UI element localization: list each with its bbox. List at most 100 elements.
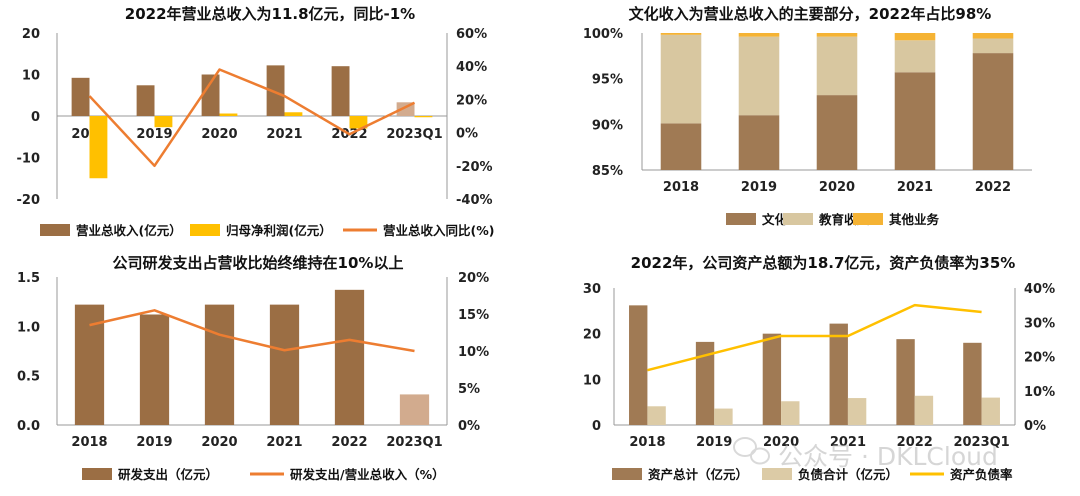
- y-tick-left: 0: [592, 419, 601, 434]
- x-tick-label: 2018: [71, 435, 107, 450]
- y-tick-left: 0.0: [17, 419, 40, 434]
- bar: [269, 304, 300, 425]
- bar-segment: [972, 33, 1014, 39]
- y-tick-left: 10: [583, 373, 601, 388]
- bar-segment: [972, 38, 1014, 54]
- bar: [284, 112, 303, 116]
- legend-label: 其他业务: [889, 212, 940, 227]
- bar: [139, 314, 170, 425]
- bar: [154, 116, 173, 128]
- y-tick-left: 0: [31, 110, 40, 125]
- x-tick-label: 2018: [629, 435, 665, 450]
- x-tick-label: 2019: [696, 435, 732, 450]
- legend-label: 文化: [762, 212, 788, 227]
- y-tick-left: 0.5: [17, 370, 40, 385]
- bar-segment: [894, 33, 936, 41]
- series-line: [89, 309, 415, 353]
- bar: [847, 398, 867, 425]
- x-tick-label: 2022: [897, 435, 933, 450]
- y-tick-left: 90%: [592, 118, 623, 133]
- legend-label: 研发支出/营业总收入（%）: [290, 467, 445, 482]
- bar: [89, 116, 108, 179]
- x-tick-label: 2021: [897, 180, 933, 195]
- bar-segment: [816, 36, 858, 96]
- x-tick-label: 2019: [741, 180, 777, 195]
- bar: [829, 323, 848, 425]
- y-tick-left: 10: [22, 69, 40, 84]
- bar: [714, 408, 733, 425]
- y-tick-right: 0%: [1024, 419, 1046, 434]
- bar: [963, 342, 982, 425]
- bar-segment: [738, 115, 780, 170]
- bar-segment: [894, 72, 936, 170]
- y-tick-left: 95%: [592, 73, 623, 88]
- bar-segment: [738, 36, 780, 116]
- bar: [334, 289, 365, 425]
- y-tick-right: 40%: [456, 60, 487, 75]
- y-tick-left: -10: [17, 152, 41, 167]
- bar: [399, 394, 430, 425]
- bar: [266, 65, 285, 116]
- y-tick-left: 1.0: [17, 320, 40, 335]
- y-tick-left: 30: [583, 282, 601, 297]
- legend-swatch: [783, 213, 813, 225]
- bar: [695, 341, 715, 425]
- legend-swatch: [853, 213, 883, 225]
- legend-label: 负债合计（亿元）: [798, 467, 898, 482]
- bar: [201, 74, 220, 116]
- y-tick-right: 10%: [1024, 385, 1055, 400]
- chart-title: 2022年营业总收入为11.8亿元，同比-1%: [125, 5, 415, 23]
- bar: [629, 305, 648, 425]
- bar: [71, 77, 90, 116]
- x-tick-label: 2019: [136, 435, 172, 450]
- chart-title: 公司研发支出占营收比始终维持在10%以上: [113, 254, 404, 272]
- y-tick-right: 30%: [1024, 316, 1055, 331]
- legend-label: 营业总收入同比(%): [383, 223, 494, 238]
- legend-label: 研发支出（亿元）: [118, 467, 218, 482]
- chart-title: 文化收入为营业总收入的主要部分，2022年占比98%: [629, 5, 992, 23]
- x-tick-label: 2020: [201, 127, 237, 142]
- bar-segment: [660, 34, 702, 124]
- y-tick-right: 20%: [456, 93, 487, 108]
- bar: [136, 85, 155, 116]
- y-tick-right: -40%: [456, 193, 493, 208]
- y-tick-right: 5%: [458, 382, 480, 397]
- y-tick-right: 15%: [458, 308, 489, 323]
- x-tick-label: 2021: [266, 127, 302, 142]
- x-tick-label: 2021: [266, 435, 302, 450]
- revenue-composition-chart: 文化收入为营业总收入的主要部分，2022年占比98% 85% 90% 95% 100% 2…: [583, 5, 1032, 227]
- legend-label: 营业总收入(亿元）: [76, 223, 182, 238]
- y-tick-right: 10%: [458, 345, 489, 360]
- legend-swatch: [762, 468, 792, 480]
- wechat-icon: [733, 437, 770, 465]
- bar-segment: [660, 123, 702, 170]
- y-tick-left: 20: [583, 328, 601, 343]
- bar-segment: [972, 53, 1014, 170]
- bar: [981, 397, 1000, 425]
- x-tick-label: 2020: [201, 435, 237, 450]
- bar-segment: [894, 40, 936, 73]
- assets-liabilities-chart: 2022年，公司资产总额为18.7亿元，资产负债率为35% 0 10 20 30 0% 10…: [583, 254, 1055, 482]
- bar: [414, 116, 433, 118]
- chart-title: 2022年，公司资产总额为18.7亿元，资产负债率为35%: [631, 254, 1016, 272]
- y-tick-right: 20%: [1024, 351, 1055, 366]
- x-tick-label: 2021: [830, 435, 866, 450]
- legend-label: 资产总计（亿元）: [648, 467, 748, 482]
- x-tick-label: 2020: [819, 180, 855, 195]
- legend-swatch: [612, 468, 642, 480]
- bar: [349, 116, 368, 129]
- y-tick-right: -20%: [456, 160, 493, 175]
- y-tick-right: 40%: [1024, 282, 1055, 297]
- x-tick-label: 2022: [331, 435, 367, 450]
- bar: [647, 406, 666, 425]
- y-tick-right: 0%: [456, 127, 478, 142]
- y-tick-left: 100%: [583, 27, 623, 42]
- legend-swatch: [82, 468, 112, 480]
- x-tick-label: 2022: [975, 180, 1011, 195]
- legend-swatch: [726, 213, 756, 225]
- y-tick-left: 1.5: [17, 271, 40, 286]
- series-line: [88, 68, 416, 168]
- x-tick-label: 2023Q1: [386, 127, 442, 142]
- y-tick-right: 0%: [458, 419, 480, 434]
- bar: [219, 113, 238, 116]
